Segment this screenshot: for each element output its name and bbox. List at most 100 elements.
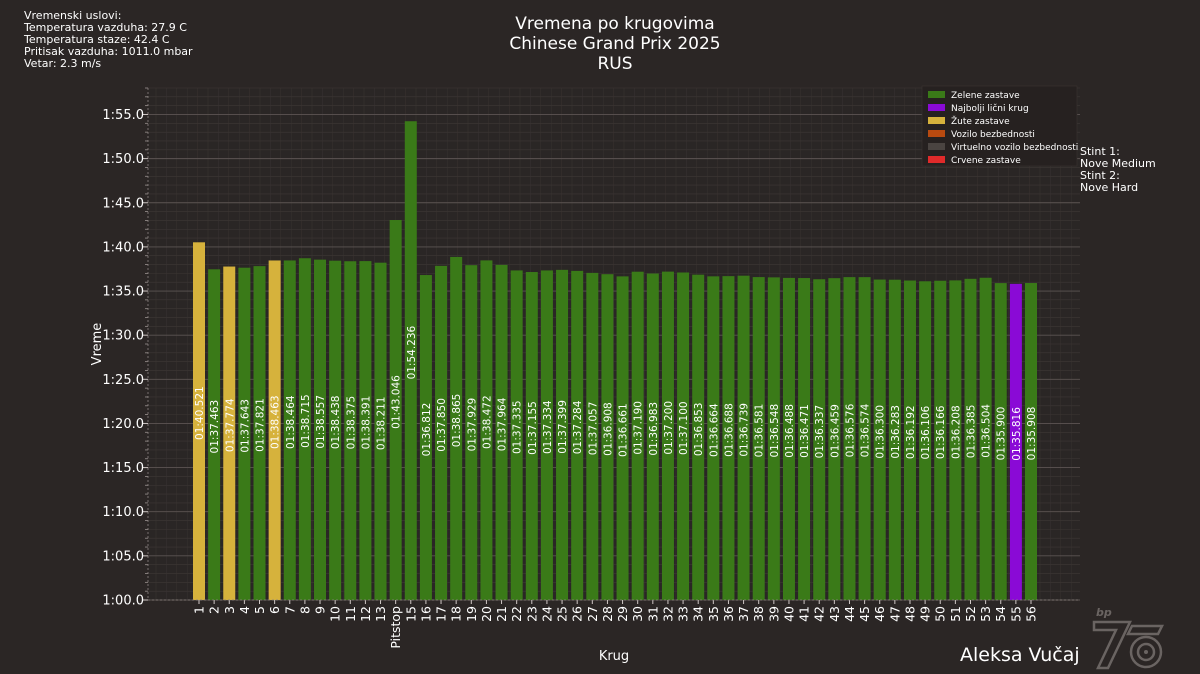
- bar-value-label: 01:36.385: [965, 405, 977, 459]
- x-tick-label: 41: [797, 606, 812, 622]
- stint-1-tyre: Nove Medium: [1080, 157, 1156, 170]
- x-tick-label: 45: [857, 606, 872, 622]
- legend-label: Virtuelno vozilo bezbednosti: [951, 143, 1078, 153]
- x-tick-label: 2: [207, 606, 222, 614]
- x-tick-label: 31: [645, 606, 660, 622]
- bar-value-label: 01:38.715: [300, 394, 312, 448]
- lap-bar: [903, 280, 916, 600]
- lap-bar: [435, 265, 448, 600]
- title-line-1: Vremena po krugovima: [515, 14, 715, 34]
- bar-value-label: 01:36.664: [708, 403, 720, 457]
- x-tick-label: 15: [403, 606, 418, 622]
- wind-speed: Vetar: 2.3 m/s: [24, 57, 102, 70]
- bar-value-label: 01:37.335: [512, 400, 524, 454]
- y-tick-label: 1:10.0: [102, 505, 144, 520]
- lap-bar: [419, 275, 432, 600]
- lap-bar: [556, 269, 569, 600]
- stint-2-tyre: Nove Hard: [1080, 181, 1139, 194]
- x-tick-label: 56: [1024, 606, 1039, 622]
- lap-bar: [510, 270, 523, 600]
- bar-value-label: 01:38.865: [451, 394, 463, 448]
- x-tick-label: 26: [570, 606, 585, 622]
- x-tick-label: 29: [615, 606, 630, 622]
- x-tick-label: 48: [902, 606, 917, 622]
- logo-icon: bp: [1092, 606, 1165, 670]
- chart-title: Vremena po krugovima Chinese Grand Prix …: [415, 14, 815, 74]
- y-tick-label: 1:35.0: [102, 285, 144, 300]
- x-tick-label: 7: [282, 606, 297, 614]
- lap-bar: [571, 270, 584, 600]
- air-temperature: Temperatura vazduha: 27.9 C: [24, 21, 187, 34]
- lap-bar: [208, 269, 221, 600]
- bar-value-label: 01:35.816: [1011, 407, 1023, 461]
- y-tick-label: 1:05.0: [102, 549, 144, 564]
- lap-bar: [404, 121, 417, 600]
- bar-value-label: 01:37.155: [527, 401, 539, 455]
- stint-2-label: Stint 2:: [1080, 169, 1120, 182]
- x-tick-label: 42: [812, 606, 827, 622]
- x-tick-label: 8: [297, 606, 312, 614]
- legend-swatch: [928, 91, 945, 98]
- x-tick-label: 27: [585, 606, 600, 622]
- bar-value-label: 01:36.576: [844, 403, 856, 457]
- lap-bar: [782, 277, 795, 600]
- bar-value-label: 01:36.661: [618, 403, 630, 457]
- x-tick-label: 40: [781, 606, 796, 622]
- bar-value-label: 01:37.850: [436, 398, 448, 452]
- x-tick-label: 44: [842, 606, 857, 622]
- x-tick-label: 23: [524, 606, 539, 622]
- lap-bar: [949, 280, 962, 600]
- weather-heading: Vremenski uslovi:: [24, 9, 122, 22]
- bar-value-label: 01:38.391: [360, 396, 372, 450]
- x-tick-label: 53: [978, 606, 993, 622]
- lap-bar: [813, 279, 826, 600]
- y-tick-label: 1:55.0: [102, 108, 144, 123]
- lap-bar: [238, 267, 251, 600]
- lap-bar: [253, 266, 266, 600]
- bar-value-label: 01:37.057: [587, 402, 599, 456]
- x-tick-label: 24: [539, 606, 554, 622]
- lap-bar: [994, 283, 1007, 600]
- legend-label: Žute zastave: [951, 115, 1010, 127]
- lap-bar: [737, 275, 750, 600]
- lap-bar: [798, 278, 811, 600]
- x-tick-label: 34: [691, 606, 706, 622]
- lap-bar: [465, 265, 478, 600]
- bar-value-label: 01:37.821: [255, 398, 267, 452]
- air-pressure: Pritisak vazduha: 1011.0 mbar: [24, 45, 193, 58]
- x-tick-label: 10: [328, 606, 343, 622]
- y-tick-label: 1:15.0: [102, 461, 144, 476]
- lap-bar: [525, 272, 538, 600]
- lap-bar: [677, 272, 690, 600]
- author-name: Aleksa Vučaj: [960, 644, 1080, 666]
- lap-bar: [586, 272, 599, 600]
- x-tick-label: 1: [192, 606, 207, 614]
- bar-value-label: 01:40.521: [194, 386, 206, 440]
- x-tick-label: 22: [509, 606, 524, 622]
- lap-bar: [223, 266, 236, 600]
- bar-value-label: 01:36.459: [829, 404, 841, 458]
- bar-value-label: 01:36.192: [905, 405, 917, 459]
- lap-bar: [1009, 283, 1022, 600]
- lap-bar: [707, 276, 720, 600]
- x-tick-label: 35: [706, 606, 721, 622]
- bar-value-label: 01:37.774: [224, 398, 236, 452]
- bar-value-label: 01:38.375: [345, 396, 357, 450]
- bar-value-label: 01:37.643: [239, 399, 251, 453]
- lap-bar: [268, 260, 281, 600]
- bar-value-label: 01:38.463: [270, 395, 282, 449]
- lap-bar: [828, 278, 841, 600]
- lap-bar: [631, 271, 644, 600]
- bar-value-label: 01:38.464: [285, 395, 297, 449]
- lap-bar: [601, 274, 614, 600]
- x-tick-label: 49: [918, 606, 933, 622]
- lap-bar: [314, 259, 327, 600]
- bar-value-label: 01:38.472: [481, 395, 493, 449]
- x-tick-label: 37: [736, 606, 751, 622]
- x-tick-label: 17: [434, 606, 449, 622]
- legend-swatch: [928, 143, 945, 150]
- x-tick-label: 38: [751, 606, 766, 622]
- x-tick-label: 21: [494, 606, 509, 622]
- title-line-2: Chinese Grand Prix 2025: [509, 34, 721, 54]
- legend-swatch: [928, 156, 945, 163]
